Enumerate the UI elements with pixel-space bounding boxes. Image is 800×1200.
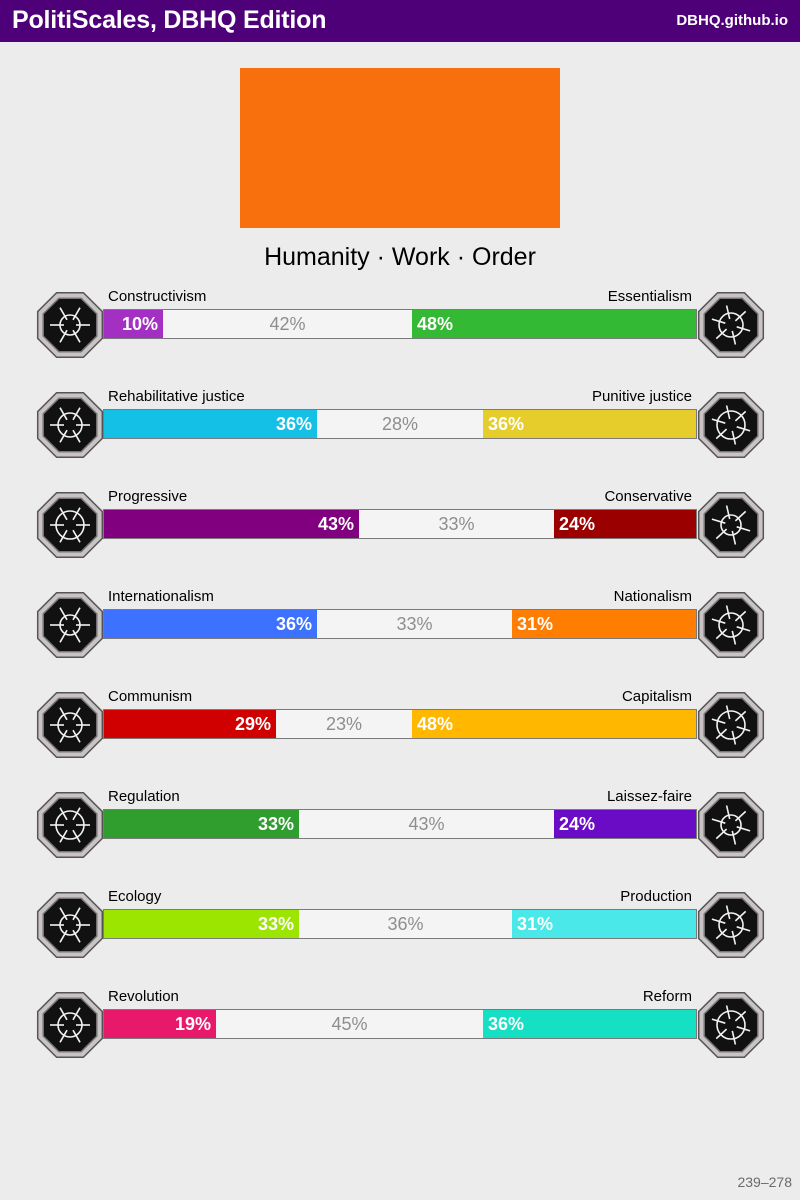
axis-neutral-segment: 36% (387, 914, 424, 934)
axis-left-segment: 10% (104, 310, 163, 338)
flower-icon (695, 289, 767, 361)
ruler-compass-icon (34, 789, 106, 861)
axis-bar: 36% 33% 31% (103, 609, 697, 639)
pen-nib-icon (695, 489, 767, 561)
axis-left-label: Revolution (108, 988, 179, 1005)
axis-left-label: Internationalism (108, 588, 214, 605)
axis-left-label: Rehabilitative justice (108, 388, 245, 405)
axis-right-segment: 48% (412, 710, 696, 738)
axis-neutral-segment: 33% (438, 514, 475, 534)
gear-icon (695, 889, 767, 961)
axis-right-label: Essentialism (607, 288, 692, 305)
money-bag-icon (695, 689, 767, 761)
axis-bar: 33% 36% 31% (103, 909, 697, 939)
axis-left-label: Progressive (108, 488, 188, 505)
axis-right-label: Capitalism (621, 688, 692, 705)
footer-version: 239–278 (737, 1174, 792, 1190)
axis-left-segment: 33% (104, 810, 299, 838)
handshake-icon (34, 389, 106, 461)
axis-bar: 10% 42% 48% (103, 309, 697, 339)
axis-left-segment: 36% (104, 610, 317, 638)
axis-left-label: Ecology (108, 888, 162, 905)
hammer-sickle-icon (34, 689, 106, 761)
site-link[interactable]: DBHQ.github.io (676, 12, 788, 29)
axis-row: 36% 28% 36% Rehabilitative justice Punitive … (0, 388, 800, 478)
axis-neutral-segment: 28% (381, 414, 419, 434)
axis-right-segment: 31% (512, 610, 696, 638)
flag-icon (695, 589, 767, 661)
axis-left-segment: 36% (104, 410, 317, 438)
axis-left-label: Regulation (108, 788, 180, 805)
axis-row: 19% 45% 36% Revolution Reform (0, 988, 800, 1078)
axis-row: 33% 43% 24% Regulation Laissez-faire (0, 788, 800, 878)
axis-right-label: Laissez-faire (606, 788, 692, 805)
result-flag (240, 68, 560, 228)
axis-bar: 29% 23% 48% (103, 709, 697, 739)
axis-right-segment: 48% (412, 310, 696, 338)
axis-row: 29% 23% 48% Communism Capitalism (0, 688, 800, 778)
axis-right-label: Production (620, 888, 692, 905)
axis-row: 10% 42% 48% Constructivism Essentialism (0, 288, 800, 378)
axis-right-segment: 31% (512, 910, 696, 938)
sprout-icon (34, 889, 106, 961)
axis-bar: 19% 45% 36% (103, 1009, 697, 1039)
axis-neutral-segment: 45% (331, 1014, 368, 1034)
axis-right-segment: 24% (554, 510, 696, 538)
axis-neutral-segment: 33% (396, 614, 433, 634)
prison-bars-icon (695, 389, 767, 461)
page-title: PolitiScales, DBHQ Edition (12, 6, 327, 34)
axis-bar: 33% 43% 24% (103, 809, 697, 839)
axis-bar: 43% 33% 24% (103, 509, 697, 539)
axis-right-segment: 36% (483, 410, 696, 438)
eye-icon (34, 289, 106, 361)
app-header: PolitiScales, DBHQ Edition DBHQ.github.i… (0, 0, 800, 42)
axis-row: 36% 33% 31% Internationalism Nationalism (0, 588, 800, 678)
axis-left-segment: 33% (104, 910, 299, 938)
fist-icon (34, 989, 106, 1061)
axis-bar: 36% 28% 36% (103, 409, 697, 439)
axis-neutral-segment: 23% (325, 714, 363, 734)
axis-row: 33% 36% 31% Ecology Production (0, 888, 800, 978)
axis-row: 43% 33% 24% Progressive Conservative (0, 488, 800, 578)
comet-icon (34, 489, 106, 561)
butterflies-icon (695, 789, 767, 861)
axis-right-label: Punitive justice (591, 388, 692, 405)
axis-right-label: Conservative (604, 488, 692, 505)
axis-right-label: Nationalism (613, 588, 692, 605)
axis-right-segment: 24% (554, 810, 696, 838)
axis-left-label: Communism (108, 688, 193, 705)
axis-right-label: Reform (642, 988, 692, 1005)
axis-neutral-segment: 43% (408, 814, 445, 834)
parliament-icon (695, 989, 767, 1061)
axis-right-segment: 36% (483, 1010, 696, 1038)
globe-wreath-icon (34, 589, 106, 661)
result-summary: Humanity · Work · Order (264, 243, 536, 271)
axis-left-segment: 19% (104, 1010, 216, 1038)
axis-left-label: Constructivism (108, 288, 207, 305)
axis-left-segment: 29% (104, 710, 276, 738)
axis-neutral-segment: 42% (269, 314, 306, 334)
axis-left-segment: 43% (104, 510, 359, 538)
